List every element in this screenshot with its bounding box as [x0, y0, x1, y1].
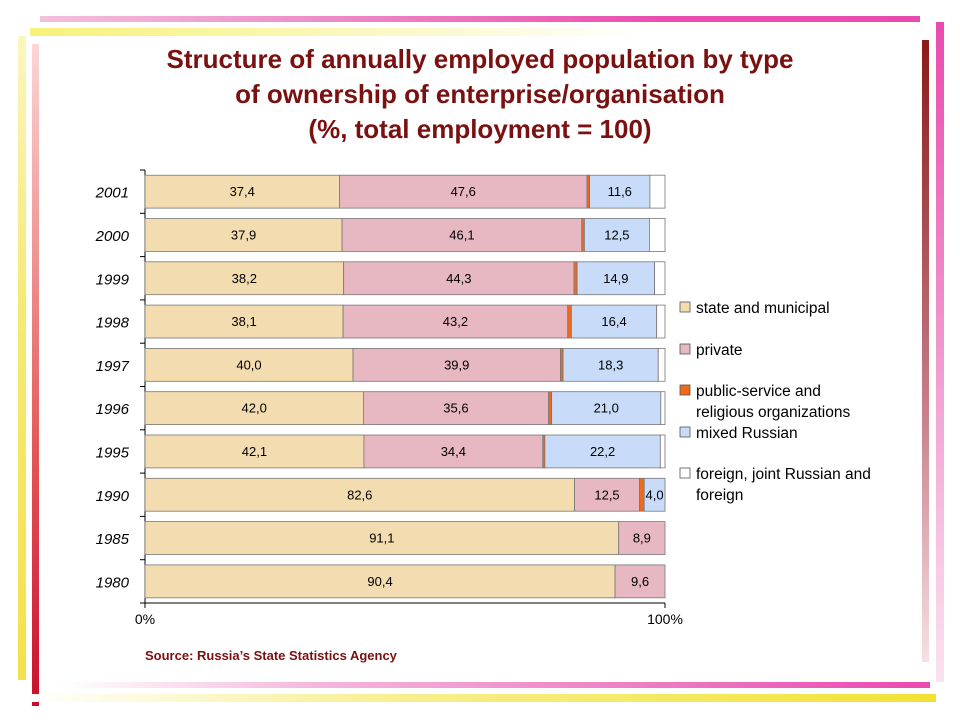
bar-segment: [341, 218, 583, 252]
bar-segment: [551, 391, 662, 426]
data-label: 34,4: [441, 444, 466, 459]
legend-swatch: [679, 301, 691, 313]
decor-top-yellow-bar: [30, 28, 650, 36]
data-label: 44,3: [446, 271, 471, 286]
bar-segment: [660, 391, 666, 426]
data-label: 8,9: [633, 531, 651, 546]
legend-label: religious organizations: [696, 404, 850, 421]
data-label: 42,0: [242, 401, 267, 416]
y-tick-label: 1980: [96, 574, 130, 591]
y-tick-label: 1997: [96, 358, 130, 375]
legend-label: state and municipal: [696, 300, 830, 317]
bar-segment: [144, 477, 575, 512]
data-label: 43,2: [443, 314, 468, 329]
bar-segment: [654, 261, 666, 296]
bar-segment: [342, 304, 569, 339]
bar-segment: [656, 304, 666, 339]
bar-segment: [573, 261, 578, 296]
legend-label: private: [696, 342, 743, 359]
chart-title-line-1: Structure of annually employed populatio…: [166, 44, 794, 74]
decor-bottom-yellow-bar: [30, 694, 936, 702]
y-tick-label: 1999: [96, 271, 130, 288]
data-label: 90,4: [367, 574, 392, 589]
data-label: 22,2: [590, 444, 615, 459]
data-label: 12,5: [604, 227, 629, 242]
bar-segment: [659, 434, 666, 469]
chart-title: Structure of annually employed populatio…: [60, 42, 900, 147]
x-tick-label: 0%: [135, 611, 155, 627]
bar-segment: [144, 347, 354, 382]
data-label: 47,6: [451, 184, 476, 199]
legend-swatch: [679, 343, 691, 355]
bar-segment: [571, 304, 658, 339]
y-tick-label: 1996: [96, 401, 130, 418]
data-label: 91,1: [369, 531, 394, 546]
bar-segment: [584, 218, 650, 252]
data-label: 35,6: [443, 401, 468, 416]
bar-segment: [144, 218, 343, 252]
data-label: 21,0: [594, 401, 619, 416]
y-tick-label: 2001: [95, 185, 129, 202]
data-label: 16,4: [601, 314, 626, 329]
bar-segment: [548, 391, 553, 426]
bar-segment: [657, 347, 666, 382]
bar-segment: [639, 477, 645, 512]
chart-title-line-3: (%, total employment = 100): [308, 114, 652, 144]
x-tick-label: 100%: [647, 611, 683, 627]
legend-swatch: [679, 467, 691, 479]
bar-segment: [614, 564, 666, 599]
bar-segment: [649, 174, 666, 209]
bar-segment: [362, 391, 549, 426]
data-label: 18,3: [598, 357, 623, 372]
source-note: Source: Russia’s State Statistics Agency: [145, 648, 397, 663]
bar-segment: [649, 218, 666, 252]
data-label: 14,9: [603, 271, 628, 286]
data-label: 4,0: [646, 487, 664, 502]
decor-bottom-pink-bar: [60, 682, 930, 688]
legend-label: foreign, joint Russian and: [696, 466, 871, 483]
bar-segment: [144, 304, 344, 339]
data-label: 38,2: [232, 271, 257, 286]
bar-segment: [144, 391, 364, 426]
data-label: 37,4: [230, 184, 255, 199]
legend-label: public-service and: [696, 383, 821, 400]
data-label: 9,6: [631, 574, 649, 589]
bar-segment: [343, 261, 575, 296]
data-label: 40,0: [236, 357, 261, 372]
bar-segment: [144, 434, 365, 469]
legend-label: foreign: [696, 487, 743, 504]
y-tick-label: 1985: [96, 531, 130, 548]
bar-segment: [144, 521, 620, 555]
chart-title-line-2: of ownership of enterprise/organisation: [235, 79, 725, 109]
y-tick-label: 1995: [96, 444, 130, 461]
decor-right-dark-bar: [922, 40, 929, 662]
data-label: 38,1: [231, 314, 256, 329]
bar-segment: [144, 261, 345, 296]
data-label: 82,6: [347, 487, 372, 502]
data-label: 12,5: [594, 487, 619, 502]
legend-swatch: [679, 384, 691, 396]
y-tick-label: 2000: [95, 228, 130, 245]
decor-left-red-bar: [32, 44, 39, 706]
data-label: 39,9: [444, 357, 469, 372]
decor-right-pink-bar: [936, 22, 944, 682]
data-label: 11,6: [608, 184, 632, 199]
bar-segment: [567, 304, 572, 339]
y-tick-label: 1998: [96, 315, 130, 332]
decor-top-pink-bar: [40, 16, 920, 22]
bar-segment: [618, 521, 666, 555]
data-label: 46,1: [449, 227, 474, 242]
bar-segment: [352, 347, 561, 382]
legend-swatch: [679, 426, 691, 438]
y-tick-label: 1990: [96, 488, 130, 505]
data-label: 42,1: [242, 444, 267, 459]
data-label: 37,9: [231, 227, 256, 242]
decor-left-yellow-bar: [18, 36, 26, 680]
bar-segment: [562, 347, 659, 382]
bar-segment: [643, 477, 666, 512]
legend-label: mixed Russian: [696, 425, 798, 442]
